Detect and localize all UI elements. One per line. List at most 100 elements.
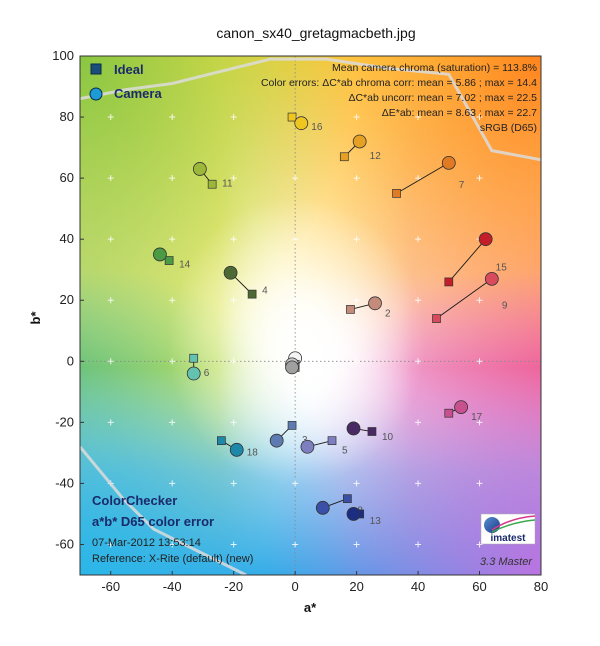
info-line-chroma-corr: Color errors: ΔC*ab chroma corr: mean = …: [261, 77, 537, 89]
patch-label: 17: [471, 412, 483, 423]
grid-cross: [169, 358, 176, 365]
grid-cross: [169, 236, 176, 243]
grid-cross: [292, 297, 299, 304]
grid-cross: [353, 297, 360, 304]
ideal-marker: [247, 289, 257, 299]
camera-marker: [153, 247, 167, 262]
footer-reference: Reference: X-Rite (default) (new): [92, 553, 253, 565]
y-tick-label: -20: [55, 414, 74, 429]
patch-label: 7: [459, 180, 465, 191]
patch-marks-layer: 23456789101112131415161718: [153, 112, 508, 527]
camera-marker: [346, 421, 361, 436]
ideal-marker: [343, 494, 352, 504]
grid-cross: [169, 480, 176, 487]
patch-12: 12: [339, 134, 381, 162]
y-tick-label: -40: [55, 475, 74, 490]
patch-label: 6: [204, 368, 210, 379]
y-tick-label: 100: [52, 48, 74, 63]
grid-cross: [230, 419, 237, 426]
grid-cross: [415, 175, 422, 182]
ideal-marker: [339, 152, 349, 162]
legend-ideal-label: Ideal: [114, 62, 144, 77]
patch-label: 4: [262, 285, 268, 296]
grid-cross: [169, 541, 176, 548]
grid-cross: [107, 175, 114, 182]
camera-marker: [346, 507, 361, 521]
legend-camera-marker: [89, 87, 103, 101]
grid-cross: [476, 175, 483, 182]
x-tick-label: -40: [163, 579, 182, 594]
imatest-logo: imatest: [480, 513, 536, 545]
camera-marker: [300, 439, 315, 454]
camera-marker: [223, 265, 238, 280]
camera-marker: [186, 366, 201, 381]
grid-cross: [169, 175, 176, 182]
grid-cross: [476, 297, 483, 304]
ideal-marker: [217, 436, 226, 446]
camera-marker: [269, 433, 284, 448]
grid-cross: [415, 480, 422, 487]
footer-title: ColorChecker: [92, 493, 177, 508]
grid-cross: [415, 114, 422, 121]
y-tick-label: 20: [60, 292, 74, 307]
x-axis-label: a*: [304, 600, 317, 615]
ideal-marker: [189, 353, 199, 363]
ideal-marker: [432, 314, 441, 323]
ideal-marker: [287, 112, 297, 122]
camera-marker: [229, 442, 244, 457]
patch-label: 5: [342, 446, 348, 457]
info-line-delta-e: ΔE*ab: mean = 8.63 ; max = 22.7: [382, 107, 537, 119]
ideal-marker: [327, 436, 337, 446]
grid-cross: [107, 419, 114, 426]
footer-block: ColorChecker a*b* D65 color error 07-Mar…: [92, 493, 253, 565]
camera-marker: [352, 134, 367, 149]
patch-16: 16: [287, 112, 323, 133]
grid-cross: [107, 236, 114, 243]
grid-cross: [415, 236, 422, 243]
grid-cross: [230, 541, 237, 548]
camera-marker: [315, 500, 330, 515]
grid-cross: [230, 297, 237, 304]
ideal-marker: [444, 277, 454, 287]
info-line-colorspace: sRGB (D65): [480, 122, 537, 134]
ideal-marker: [207, 179, 217, 189]
gamut-boundary-upper: [80, 57, 541, 162]
ideal-marker: [164, 256, 174, 265]
x-tick-label: 80: [534, 579, 548, 594]
patch-label: 14: [179, 259, 191, 270]
y-axis-label: b*: [28, 311, 43, 325]
patch-label: 18: [247, 447, 259, 458]
grid-cross: [230, 175, 237, 182]
info-box: Mean camera chroma (saturation) = 113.8%…: [261, 62, 537, 134]
grid-cross: [476, 480, 483, 487]
patch-label: 16: [311, 122, 323, 133]
error-line: [448, 238, 487, 283]
patch-label: 11: [222, 179, 233, 190]
ideal-marker: [346, 305, 355, 314]
ideal-marker: [287, 421, 297, 430]
legend-ideal-marker: [90, 63, 102, 75]
grid-cross: [292, 541, 299, 548]
grid-cross: [107, 541, 114, 548]
x-tick-label: 20: [349, 579, 363, 594]
patch-11: 11: [192, 162, 233, 190]
patch-label: 2: [385, 308, 391, 319]
error-line: [396, 162, 450, 194]
error-line: [436, 278, 493, 319]
patch-4: 4: [223, 265, 268, 299]
grid-cross: [353, 541, 360, 548]
y-tick-label: 80: [60, 109, 74, 124]
x-tick-label: -60: [101, 579, 120, 594]
grid-cross: [292, 175, 299, 182]
patch-2: 2: [346, 296, 391, 319]
grid-cross: [169, 297, 176, 304]
camera-marker: [285, 360, 299, 375]
gamut-boundary-layer: [80, 57, 541, 575]
grid-cross: [476, 419, 483, 426]
axes-layer: -60 -40 -20 0 20 40 60 80 -60 -40 -20 0 20 40 60 80 100: [52, 48, 548, 594]
patch-5: 5: [300, 436, 348, 457]
grid-cross: [476, 114, 483, 121]
y-tick-label: 0: [67, 353, 74, 368]
plot-background: 23456789101112131415161718: [80, 56, 541, 575]
chart-title: canon_sx40_gretagmacbeth.jpg: [216, 25, 415, 41]
